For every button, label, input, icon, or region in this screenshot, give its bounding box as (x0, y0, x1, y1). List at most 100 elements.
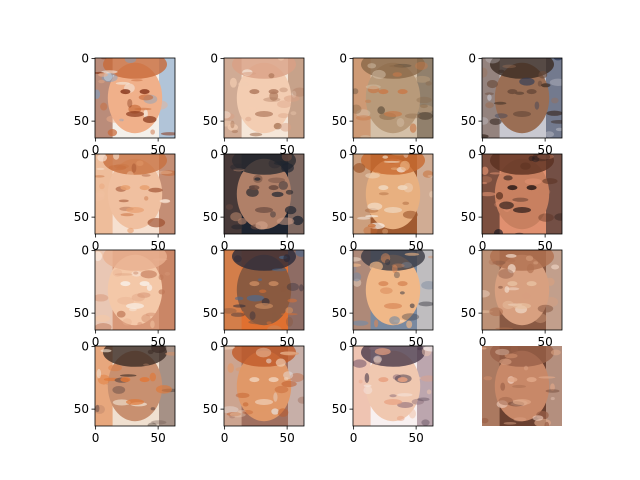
mouth-mark (384, 111, 402, 117)
hair-blob (103, 58, 167, 79)
texture-mark (237, 218, 247, 225)
texture-mark (355, 115, 372, 121)
y-tick-label: 0 (339, 340, 347, 354)
texture-mark (245, 116, 252, 122)
face-blob (236, 158, 292, 230)
texture-mark (538, 70, 548, 79)
texture-mark (227, 363, 234, 373)
x-tick-label: 0 (92, 431, 100, 445)
texture-mark (533, 261, 539, 265)
face-blob (236, 350, 292, 422)
texture-mark (225, 204, 234, 210)
texture-mark (285, 189, 294, 195)
texture-mark (365, 84, 381, 90)
texture-mark (549, 78, 562, 86)
panel-image (224, 250, 304, 330)
face-blob (107, 158, 163, 230)
texture-mark (502, 300, 515, 310)
left-eye-mark (507, 281, 518, 287)
texture-mark (145, 312, 157, 317)
texture-mark (146, 284, 153, 292)
texture-mark (400, 160, 410, 171)
texture-mark (99, 183, 105, 190)
panel-image (95, 154, 175, 234)
texture-mark (117, 287, 134, 294)
x-tick-label: 0 (350, 335, 358, 349)
y-tick-label: 50 (461, 210, 476, 224)
texture-mark (150, 320, 155, 329)
panel-image (95, 58, 175, 138)
texture-mark (150, 129, 155, 135)
y-tick-label: 0 (210, 52, 218, 66)
mouth-mark (513, 111, 531, 117)
texture-mark (255, 347, 272, 358)
texture-mark (112, 368, 127, 371)
texture-mark (555, 127, 562, 132)
texture-mark (108, 364, 122, 372)
texture-mark (363, 386, 373, 395)
texture-mark (499, 358, 512, 365)
right-eye-mark (139, 185, 150, 191)
texture-mark (224, 307, 237, 314)
hair-blob (232, 154, 296, 175)
texture-mark (235, 367, 246, 372)
mouth-mark (513, 399, 531, 405)
texture-mark (396, 117, 405, 127)
texture-mark (501, 184, 506, 194)
mouth-mark (384, 207, 402, 213)
texture-mark (422, 170, 433, 178)
texture-mark (95, 251, 103, 262)
texture-mark (263, 97, 281, 102)
texture-mark (292, 215, 304, 226)
texture-mark (373, 355, 383, 363)
texture-mark (224, 112, 235, 120)
axes-frame (223, 153, 305, 235)
texture-mark (97, 154, 108, 162)
texture-mark (268, 73, 275, 79)
y-tick-label: 50 (332, 402, 347, 416)
texture-mark (482, 166, 489, 176)
texture-mark (418, 301, 433, 307)
texture-mark (427, 255, 433, 259)
texture-mark (287, 298, 298, 303)
texture-mark (519, 77, 535, 86)
texture-mark (514, 91, 525, 95)
texture-mark (421, 419, 430, 426)
texture-mark (234, 296, 244, 301)
texture-mark (353, 257, 362, 262)
texture-mark (482, 290, 490, 298)
texture-mark (101, 70, 118, 74)
y-tick-label: 0 (210, 340, 218, 354)
texture-mark (382, 155, 389, 159)
x-tick-label: 50 (408, 239, 423, 253)
texture-mark (95, 175, 105, 178)
texture-mark (114, 163, 129, 169)
texture-mark (266, 321, 272, 325)
texture-mark (229, 411, 246, 418)
texture-mark (482, 417, 489, 424)
axes-frame (481, 57, 563, 139)
panel-image (353, 346, 433, 426)
panel-image (224, 58, 304, 138)
texture-mark (150, 100, 168, 110)
texture-mark (115, 215, 122, 219)
right-eye-mark (139, 281, 150, 287)
texture-mark (156, 170, 173, 175)
texture-mark (420, 104, 428, 109)
texture-mark (380, 287, 393, 294)
texture-mark (511, 200, 518, 203)
y-tick-label: 50 (461, 114, 476, 128)
texture-mark (249, 405, 267, 413)
x-tick-label: 50 (150, 143, 165, 157)
y-tick-label: 50 (74, 114, 89, 128)
texture-mark (353, 104, 362, 114)
texture-mark (116, 310, 126, 318)
texture-mark (411, 398, 424, 405)
texture-mark (150, 420, 167, 425)
texture-mark (150, 407, 156, 411)
texture-mark (506, 287, 520, 291)
texture-mark (383, 160, 400, 163)
y-tick-label: 0 (339, 52, 347, 66)
y-tick-label: 50 (74, 306, 89, 320)
texture-mark (284, 206, 297, 215)
